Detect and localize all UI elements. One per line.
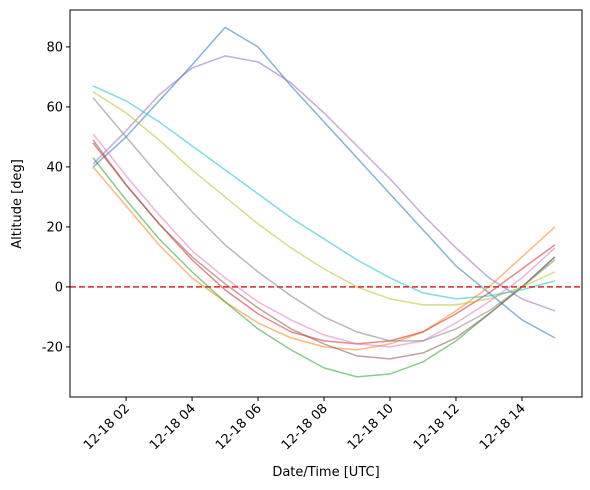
x-axis-label: Date/Time [UTC] bbox=[272, 465, 379, 480]
x-tick-label: 12-18 06 bbox=[213, 401, 265, 453]
y-axis-label: Altitude [deg] bbox=[10, 159, 25, 249]
y-tick-label: 0 bbox=[55, 280, 63, 295]
x-tick-label: 12-18 12 bbox=[411, 401, 463, 453]
series-line bbox=[92, 85, 556, 300]
x-tick-label: 12-18 14 bbox=[477, 401, 529, 453]
series-line bbox=[92, 91, 556, 306]
x-tick-label: 12-18 10 bbox=[345, 401, 397, 453]
series-line bbox=[92, 166, 556, 351]
y-tick-label: 80 bbox=[46, 40, 63, 55]
x-tick-label: 12-18 08 bbox=[279, 401, 331, 453]
series-line bbox=[92, 142, 556, 345]
x-tick-label: 12-18 04 bbox=[147, 401, 199, 453]
series-line bbox=[92, 133, 556, 348]
series-line bbox=[92, 55, 556, 312]
series-line bbox=[92, 26, 556, 339]
x-tick-label: 12-18 02 bbox=[81, 401, 133, 453]
y-tick-label: 20 bbox=[46, 220, 63, 235]
y-tick-label: 40 bbox=[46, 160, 63, 175]
y-tick-label: 60 bbox=[46, 100, 63, 115]
y-tick-label: -20 bbox=[42, 340, 63, 355]
series-line bbox=[92, 139, 556, 360]
series-line bbox=[92, 97, 556, 342]
plot-frame bbox=[69, 9, 583, 398]
series-line bbox=[92, 157, 556, 378]
